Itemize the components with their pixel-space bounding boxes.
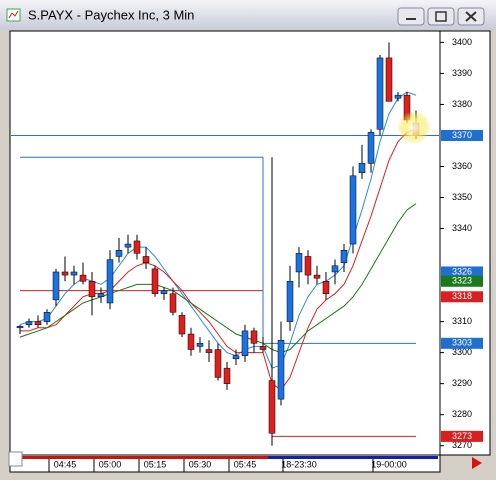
chart: 3400 3390 3380 3360 3350 3340 3310 3300 3290 3280… (11, 37, 483, 472)
candle-body (97, 293, 105, 298)
candle-body (25, 321, 33, 325)
window-title: S.PAYX - Paychex Inc, 3 Min (28, 7, 194, 22)
session-bar (22, 456, 268, 459)
candle-body (340, 250, 348, 263)
window-buttons (397, 7, 485, 26)
corner-box[interactable] (8, 451, 23, 467)
candle-body (124, 243, 132, 248)
icon-glyph (8, 10, 19, 19)
candle-body (214, 349, 222, 378)
candle-body (70, 271, 78, 276)
candle-body (313, 274, 321, 279)
candle-body (43, 312, 51, 322)
candle-body (34, 321, 42, 325)
candle-body (304, 256, 312, 276)
candle-body (286, 281, 294, 322)
x-tick-label: 18-23:30 (281, 459, 317, 469)
candle-body (277, 339, 285, 400)
close-glyph (465, 11, 477, 22)
candle-body (349, 175, 357, 245)
candle-body (241, 330, 249, 356)
candle-body (358, 163, 366, 173)
price-marker (441, 337, 483, 349)
y-tick-label: 3400 (452, 37, 472, 47)
candle-body (223, 367, 231, 384)
candle-body (367, 132, 375, 164)
candle-body (106, 259, 114, 304)
candle-body (133, 240, 141, 254)
price-marker (441, 129, 483, 141)
candle-body (187, 333, 195, 350)
maximize-glyph (435, 11, 447, 22)
price-marker (441, 430, 483, 442)
candle-body (142, 256, 150, 263)
price-marker (441, 266, 483, 278)
candle-body (385, 57, 393, 102)
candle-body (250, 330, 258, 344)
plot-area (9, 30, 441, 456)
y-tick-label: 3360 (452, 161, 472, 171)
x-tick-label: 05:45 (234, 459, 257, 469)
y-tick-label: 3350 (452, 192, 472, 202)
candle-body (160, 290, 168, 294)
candle-body (376, 57, 384, 130)
scroll-arrow[interactable] (472, 457, 482, 469)
x-tick-label: 04:45 (54, 459, 77, 469)
minimize-button[interactable] (397, 7, 425, 26)
y-tick-label: 3390 (452, 68, 472, 78)
candle-body (151, 268, 159, 294)
y-tick-label: 3300 (452, 347, 472, 357)
candle-body (88, 281, 96, 298)
price-marker-label: 3273 (452, 431, 472, 441)
candle-body (196, 343, 204, 347)
x-tick-label: 05:15 (144, 459, 167, 469)
x-tick-label: 05:30 (189, 459, 212, 469)
maximize-button[interactable] (427, 7, 455, 26)
price-marker (441, 291, 483, 303)
session-bar (268, 456, 438, 459)
candle-body (169, 293, 177, 313)
y-tick-label: 3280 (452, 409, 472, 419)
candle-body (115, 250, 123, 257)
price-marker-label: 3318 (452, 291, 472, 301)
candle-body (331, 265, 339, 273)
candle-body (268, 380, 276, 434)
price-marker-label: 3370 (452, 130, 472, 140)
y-tick-label: 3380 (452, 99, 472, 109)
y-tick-label: 3270 (452, 440, 472, 450)
moving-average (20, 128, 417, 391)
price-marker-label: 3326 (452, 266, 472, 276)
candle-body (79, 274, 87, 282)
candle-body (259, 346, 267, 350)
x-tick-label: 19-00:00 (371, 459, 407, 469)
candle-body (394, 94, 402, 99)
candle-body (16, 326, 24, 329)
candle-body (295, 253, 303, 273)
y-tick-label: 3340 (452, 223, 472, 233)
price-marker-label: 3323 (452, 276, 472, 286)
candle-body (232, 355, 240, 360)
candle-body (205, 349, 213, 353)
moving-average (19, 203, 417, 354)
candle-body (322, 281, 330, 294)
candle-body (52, 271, 60, 301)
price-axis (439, 30, 491, 456)
y-tick-label: 3310 (452, 316, 472, 326)
highlight-glow (397, 110, 431, 145)
x-tick-label: 05:00 (99, 459, 122, 469)
price-marker (441, 275, 483, 287)
price-marker-label: 3303 (452, 338, 472, 348)
candle-body (178, 315, 186, 335)
candle-body (61, 271, 69, 276)
y-tick-label: 3290 (452, 378, 472, 388)
